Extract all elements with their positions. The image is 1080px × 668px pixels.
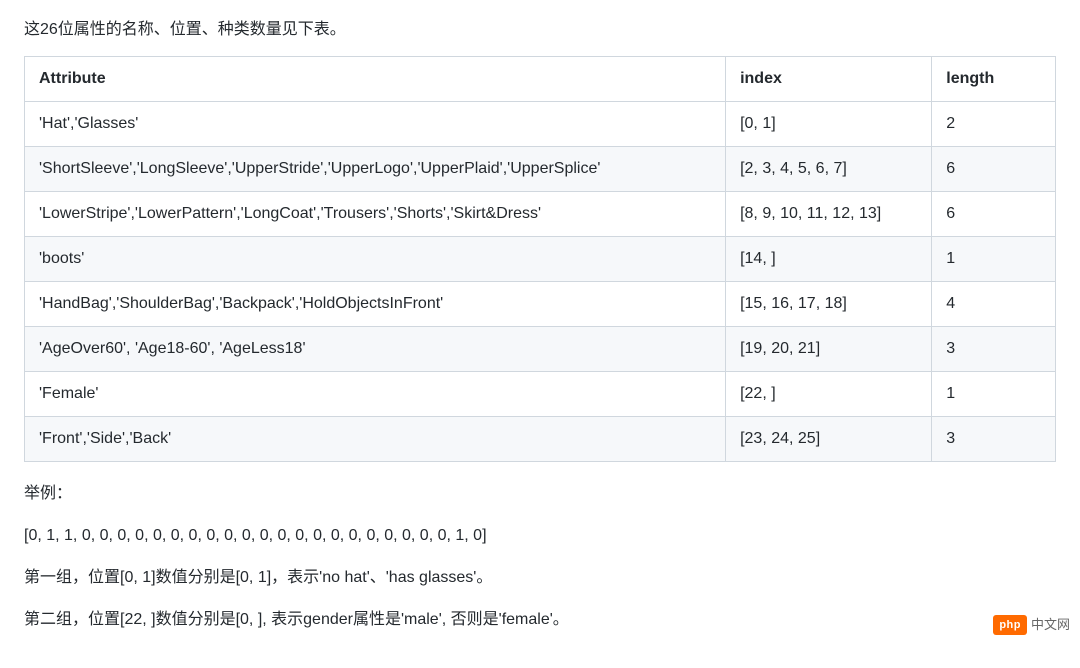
table-row: 'Female'[22, ]1 [25, 372, 1056, 417]
table-row: 'ShortSleeve','LongSleeve','UpperStride'… [25, 147, 1056, 192]
table-cell: 1 [932, 372, 1056, 417]
table-cell: [14, ] [726, 237, 932, 282]
table-cell: [2, 3, 4, 5, 6, 7] [726, 147, 932, 192]
table-cell: [22, ] [726, 372, 932, 417]
table-cell: 'Hat','Glasses' [25, 102, 726, 147]
table-cell: 'boots' [25, 237, 726, 282]
table-cell: 'Female' [25, 372, 726, 417]
table-cell: 4 [932, 282, 1056, 327]
table-cell: [0, 1] [726, 102, 932, 147]
table-cell: 'ShortSleeve','LongSleeve','UpperStride'… [25, 147, 726, 192]
watermark-text: 中文网 [1031, 615, 1070, 635]
table-cell: [8, 9, 10, 11, 12, 13] [726, 192, 932, 237]
table-cell: 1 [932, 237, 1056, 282]
header-attribute: Attribute [25, 57, 726, 102]
table-row: 'Hat','Glasses'[0, 1]2 [25, 102, 1056, 147]
table-row: 'HandBag','ShoulderBag','Backpack','Hold… [25, 282, 1056, 327]
table-body: 'Hat','Glasses'[0, 1]2'ShortSleeve','Lon… [25, 102, 1056, 462]
group1-text: 第一组，位置[0, 1]数值分别是[0, 1]，表示'no hat'、'has … [24, 566, 1056, 590]
table-cell: 'LowerStripe','LowerPattern','LongCoat',… [25, 192, 726, 237]
header-index: index [726, 57, 932, 102]
example-vector: [0, 1, 1, 0, 0, 0, 0, 0, 0, 0, 0, 0, 0, … [24, 524, 1056, 548]
table-cell: 'Front','Side','Back' [25, 417, 726, 462]
table-cell: [23, 24, 25] [726, 417, 932, 462]
watermark: php 中文网 [993, 615, 1070, 636]
attribute-table: Attribute index length 'Hat','Glasses'[0… [24, 56, 1056, 462]
table-row: 'AgeOver60', 'Age18-60', 'AgeLess18'[19,… [25, 327, 1056, 372]
table-header-row: Attribute index length [25, 57, 1056, 102]
table-cell: 3 [932, 417, 1056, 462]
table-cell: [15, 16, 17, 18] [726, 282, 932, 327]
table-row: 'LowerStripe','LowerPattern','LongCoat',… [25, 192, 1056, 237]
example-label: 举例： [24, 482, 1056, 506]
table-cell: 'AgeOver60', 'Age18-60', 'AgeLess18' [25, 327, 726, 372]
group2-text: 第二组，位置[22, ]数值分别是[0, ], 表示gender属性是'male… [24, 608, 1056, 632]
table-cell: 6 [932, 192, 1056, 237]
table-cell: [19, 20, 21] [726, 327, 932, 372]
intro-text: 这26位属性的名称、位置、种类数量见下表。 [24, 18, 1056, 42]
header-length: length [932, 57, 1056, 102]
table-row: 'boots'[14, ]1 [25, 237, 1056, 282]
table-cell: 3 [932, 327, 1056, 372]
watermark-badge: php [993, 615, 1027, 636]
table-cell: 6 [932, 147, 1056, 192]
table-cell: 2 [932, 102, 1056, 147]
table-cell: 'HandBag','ShoulderBag','Backpack','Hold… [25, 282, 726, 327]
table-row: 'Front','Side','Back'[23, 24, 25]3 [25, 417, 1056, 462]
